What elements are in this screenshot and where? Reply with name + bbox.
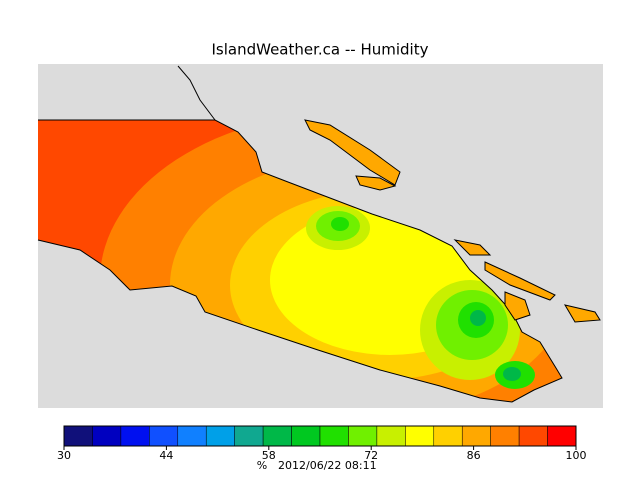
island	[504, 291, 531, 321]
coastline	[177, 65, 216, 121]
island	[484, 261, 556, 301]
color-swatch	[433, 425, 463, 447]
color-swatch	[547, 425, 577, 447]
tick-label: 86	[467, 449, 481, 462]
tick-label: 100	[566, 449, 587, 462]
island	[355, 175, 397, 191]
color-swatch	[92, 425, 122, 447]
timestamp: 2012/06/22 08:11	[278, 459, 377, 472]
color-swatch	[518, 425, 548, 447]
island	[304, 119, 401, 186]
island	[563, 304, 601, 323]
tick-label: 72	[364, 449, 378, 462]
color-swatch	[376, 425, 406, 447]
color-swatch	[319, 425, 349, 447]
island	[453, 239, 492, 256]
colorbar-frame	[63, 425, 577, 447]
color-swatch	[177, 425, 207, 447]
coastline	[37, 119, 563, 403]
color-swatch	[205, 425, 235, 447]
color-swatch	[348, 425, 378, 447]
map-title: IslandWeather.ca -- Humidity	[212, 41, 429, 59]
tick-label: 58	[262, 449, 276, 462]
color-swatch	[234, 425, 264, 447]
color-swatch	[149, 425, 179, 447]
tick-label: 44	[159, 449, 173, 462]
color-swatch	[120, 425, 150, 447]
colorbar: 30 44 58 72 86 100	[57, 425, 587, 462]
unit-label: %	[257, 459, 267, 472]
color-swatch	[262, 425, 292, 447]
color-swatch	[405, 425, 435, 447]
color-swatch	[63, 425, 93, 447]
color-swatch	[291, 425, 321, 447]
tick-label: 30	[57, 449, 71, 462]
color-swatch	[461, 425, 491, 447]
color-swatch	[490, 425, 520, 447]
